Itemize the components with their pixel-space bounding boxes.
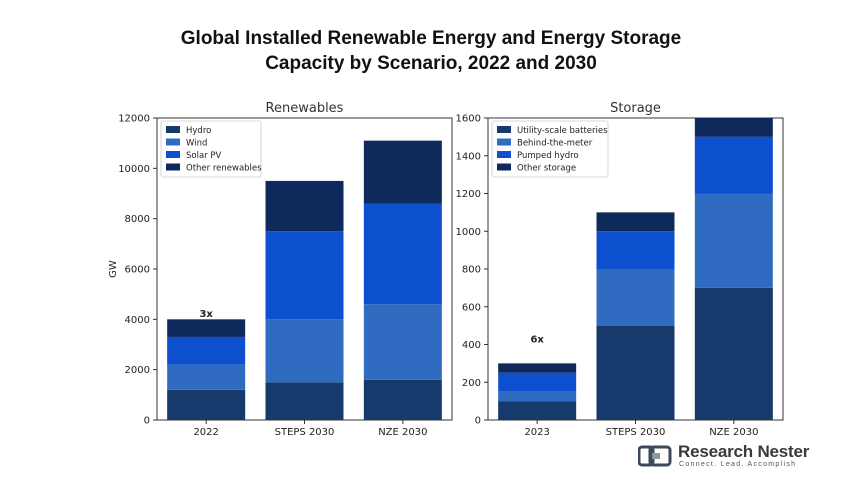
logo-tagline: Connect. Lead. Accomplish: [679, 461, 797, 468]
panel-title-1: Storage: [610, 101, 661, 116]
legend-swatch-1-0: [497, 126, 511, 133]
x-tick-label-0-2: NZE 2030: [378, 427, 427, 438]
y-tick-label-1: 200: [462, 378, 481, 389]
bar-segment-0-2-3: [363, 140, 442, 204]
annotation-1-0: 6x: [530, 335, 544, 346]
y-tick-label-1: 1600: [456, 114, 481, 125]
y-tick-label-1: 1400: [456, 151, 481, 162]
y-tick-label-0: 4000: [125, 315, 150, 326]
y-tick-label-1: 800: [462, 265, 481, 276]
y-tick-label-1: 1000: [456, 227, 481, 238]
bar-segment-1-0-0: [498, 401, 577, 420]
legend-label-0-1: Wind: [186, 139, 207, 149]
logo-mark-icon: [638, 445, 672, 467]
bar-segment-1-1-0: [596, 325, 675, 420]
y-tick-label-1: 0: [475, 416, 481, 427]
legend-swatch-0-1: [166, 138, 180, 146]
legend-label-0-0: Hydro: [186, 126, 211, 136]
bar-segment-1-2-2: [694, 136, 773, 194]
bar-segment-1-1-2: [596, 231, 675, 269]
legend-box-1: [491, 120, 609, 178]
bar-segment-1-2-0: [694, 287, 773, 420]
legend-box-0: [160, 120, 262, 178]
bar-segment-0-1-3: [265, 180, 344, 232]
bar-segment-0-0-3: [167, 319, 246, 337]
bar-segment-0-0-2: [167, 336, 246, 365]
legend-label-1-2: Pumped hydro: [517, 151, 579, 161]
y-tick-label-0: 8000: [125, 214, 150, 225]
legend-swatch-1-2: [497, 151, 511, 158]
legend-swatch-1-1: [497, 138, 511, 146]
y-tick-label-1: 600: [462, 302, 481, 313]
bar-segment-1-1-1: [596, 269, 675, 326]
chart-title-line2: Capacity by Scenario, 2022 and 2030: [265, 53, 597, 74]
legend-label-1-1: Behind-the-meter: [517, 139, 593, 149]
x-tick-label-0-1: STEPS 2030: [275, 427, 335, 438]
x-tick-label-1-1: STEPS 2030: [606, 427, 666, 438]
bar-segment-1-2-3: [694, 118, 773, 137]
chart-title: Global Installed Renewable Energy and En…: [0, 26, 862, 76]
bar-segment-0-0-1: [167, 364, 246, 390]
bar-segment-0-2-1: [363, 304, 442, 380]
bar-segment-1-0-2: [498, 372, 577, 392]
legend-label-1-0: Utility-scale batteries: [517, 126, 608, 136]
legend-swatch-0-0: [166, 126, 180, 133]
x-tick-label-1-0: 2023: [524, 427, 549, 438]
y-axis-label-0: GW: [108, 260, 119, 278]
bar-segment-0-1-0: [265, 382, 344, 420]
bar-segment-0-2-0: [363, 379, 442, 420]
legend-swatch-0-2: [166, 151, 180, 158]
bar-segment-1-0-1: [498, 391, 577, 402]
research-nester-logo: Research Nester Connect. Lead. Accomplis…: [638, 442, 809, 472]
y-tick-label-1: 400: [462, 340, 481, 351]
bar-segment-1-2-1: [694, 193, 773, 288]
y-tick-label-0: 6000: [125, 265, 150, 276]
y-tick-label-0: 10000: [118, 164, 150, 175]
y-tick-label-0: 2000: [125, 365, 150, 376]
y-tick-label-1: 1200: [456, 189, 481, 200]
legend-label-1-3: Other storage: [517, 164, 576, 174]
y-tick-label-0: 12000: [118, 114, 150, 125]
chart-title-line1: Global Installed Renewable Energy and En…: [180, 28, 682, 49]
y-tick-label-0: 0: [144, 416, 150, 427]
x-tick-label-1-2: NZE 2030: [709, 427, 758, 438]
legend-label-0-3: Other renewables: [186, 164, 262, 174]
bar-segment-0-1-1: [265, 319, 344, 383]
bar-segment-1-0-3: [498, 363, 577, 373]
legend-label-0-2: Solar PV: [186, 151, 221, 161]
bar-segment-0-1-2: [265, 231, 344, 320]
legend-swatch-0-3: [166, 163, 180, 171]
legend-swatch-1-3: [497, 163, 511, 171]
bar-segment-1-1-3: [596, 212, 675, 232]
annotation-0-0: 3x: [199, 309, 213, 320]
logo-name: Research Nester: [678, 442, 810, 461]
bar-segment-0-2-2: [363, 203, 442, 305]
panel-title-0: Renewables: [266, 101, 344, 116]
x-tick-label-0-0: 2022: [193, 427, 218, 438]
bar-segment-0-0-0: [167, 389, 246, 420]
